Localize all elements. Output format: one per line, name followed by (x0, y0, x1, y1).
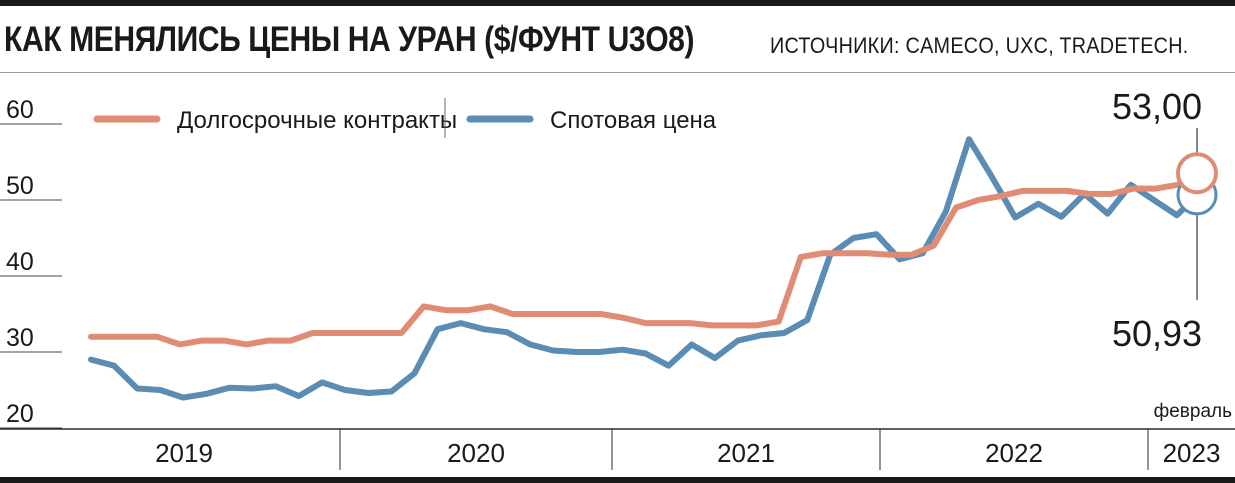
x-note-february: февраль (1154, 401, 1233, 422)
year-label-2020: 2020 (447, 438, 505, 468)
header-divider (0, 72, 1235, 73)
y-tick-label: 30 (6, 324, 34, 352)
legend-label-spot: Спотовая цена (550, 107, 717, 134)
long-term-end-marker (1176, 152, 1218, 195)
y-tick-label: 50 (6, 172, 34, 200)
legend-label-long-term: Долгосрочные контракты (177, 107, 457, 134)
spot-end-value: 50,93 (1112, 313, 1202, 354)
year-label-2019: 2019 (155, 438, 213, 468)
y-tick-label: 60 (6, 96, 34, 124)
long-term-end-value: 53,00 (1112, 86, 1202, 127)
year-label-2023: 2023 (1163, 438, 1221, 468)
y-tick-label: 40 (6, 248, 34, 276)
year-label-2021: 2021 (717, 438, 775, 468)
series-long-term-line (88, 174, 1203, 348)
bottom-rule (0, 477, 1235, 483)
y-tick-label: 20 (6, 400, 34, 428)
chart-source: ИСТОЧНИКИ: CAMECO, UXC, TRADETECH. (770, 33, 1189, 58)
series-spot-line (88, 136, 1203, 401)
year-label-2022: 2022 (985, 438, 1043, 468)
top-rule (0, 0, 1235, 6)
chart-title: КАК МЕНЯЛИСЬ ЦЕНЫ НА УРАН ($/ФУНТ U3O8) (4, 20, 695, 59)
